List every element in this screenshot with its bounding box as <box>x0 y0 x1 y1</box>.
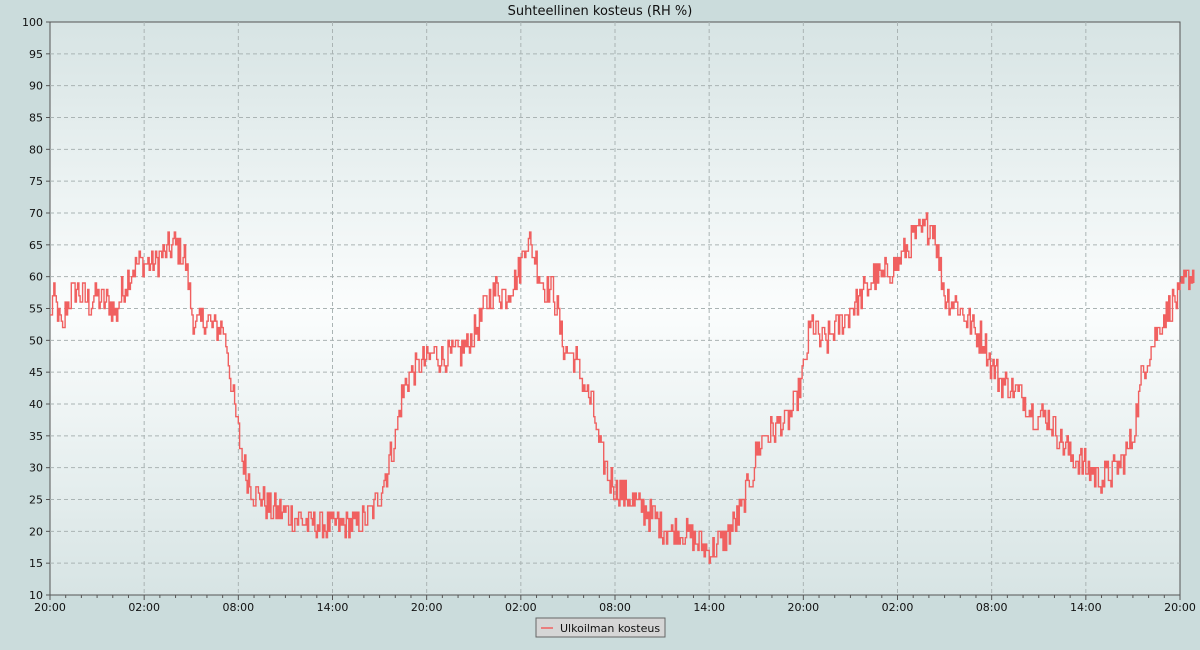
y-tick-label: 20 <box>29 525 43 538</box>
legend-box <box>535 617 666 638</box>
y-tick-label: 65 <box>29 239 43 252</box>
x-tick-label: 08:00 <box>222 601 254 614</box>
x-tick-label: 02:00 <box>505 601 537 614</box>
x-axis: 20:00 02:00 08:00 14:00 20:00 02:00 08:00 14:00… <box>34 595 1196 614</box>
y-tick-label: 85 <box>29 112 43 125</box>
x-tick-label: 14:00 <box>1070 601 1102 614</box>
y-tick-label: 30 <box>29 462 43 475</box>
x-tick-label: 02:00 <box>128 601 160 614</box>
x-tick-label: 20:00 <box>787 601 819 614</box>
grid-lines <box>50 22 1180 595</box>
y-tick-label: 55 <box>29 303 43 316</box>
y-tick-label: 40 <box>29 398 43 411</box>
series-layer <box>50 212 1195 564</box>
x-tick-label: 08:00 <box>976 601 1008 614</box>
y-tick-label: 45 <box>29 366 43 379</box>
y-tick-label: 15 <box>29 557 43 570</box>
y-tick-label: 90 <box>29 80 43 93</box>
y-tick-label: 70 <box>29 207 43 220</box>
y-tick-label: 100 <box>22 16 43 29</box>
x-tick-label: 20:00 <box>1164 601 1196 614</box>
y-tick-label: 75 <box>29 175 43 188</box>
y-tick-label: 10 <box>29 589 43 602</box>
legend[interactable]: Ulkoilman kosteus <box>535 617 666 638</box>
y-axis: 10 15 20 25 30 35 40 45 50 55 60 65 70 75 80 85 90 95 100 <box>22 16 50 602</box>
x-tick-label: 14:00 <box>693 601 725 614</box>
x-tick-label: 08:00 <box>599 601 631 614</box>
y-tick-label: 80 <box>29 143 43 156</box>
y-tick-label: 25 <box>29 494 43 507</box>
x-tick-label: 20:00 <box>411 601 443 614</box>
legend-label-ulkoilman-kosteus: Ulkoilman kosteus <box>560 622 660 635</box>
x-tick-label: 02:00 <box>882 601 914 614</box>
y-tick-label: 95 <box>29 48 43 61</box>
x-tick-label: 20:00 <box>34 601 66 614</box>
y-tick-label: 50 <box>29 334 43 347</box>
y-tick-label: 60 <box>29 271 43 284</box>
y-tick-label: 35 <box>29 430 43 443</box>
chart-title: Suhteellinen kosteus (RH %) <box>508 4 693 19</box>
series-line-ulkoilman-kosteus <box>50 212 1195 564</box>
x-tick-label: 14:00 <box>317 601 349 614</box>
